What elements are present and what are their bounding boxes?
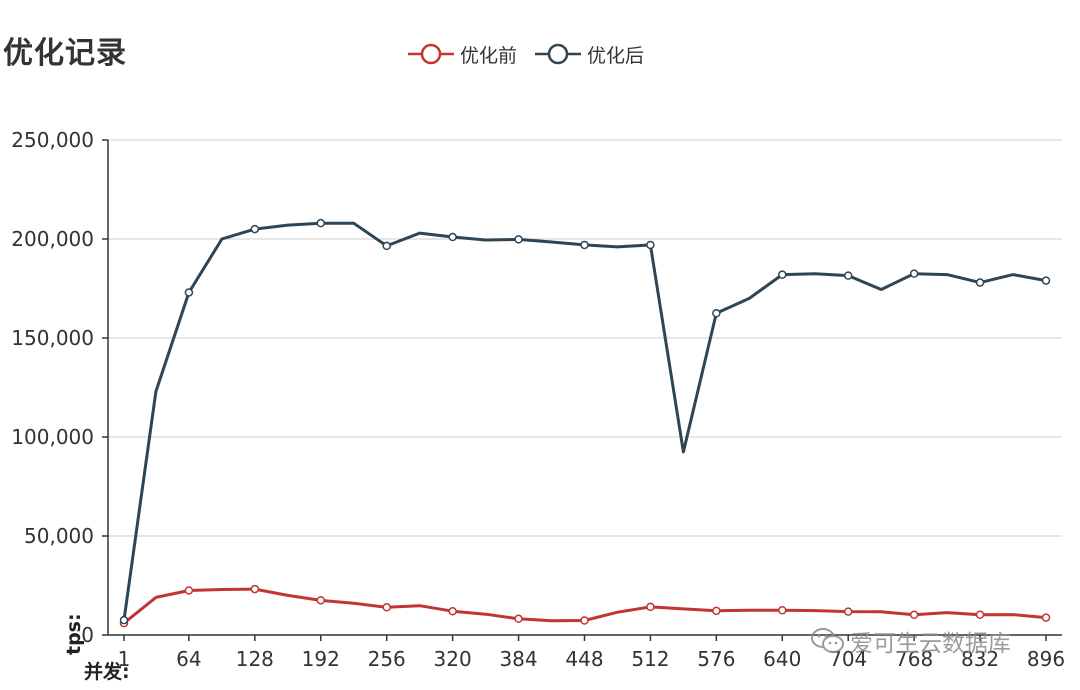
- x-tick-label: 832: [961, 647, 999, 671]
- data-point: [514, 614, 523, 624]
- data-point: [712, 606, 721, 616]
- legend-label-before: 优化前: [460, 44, 518, 67]
- data-point: [448, 606, 457, 616]
- data-point: [382, 603, 391, 612]
- data-point: [316, 596, 326, 605]
- x-axis-label: 并发:: [84, 660, 130, 683]
- data-point: [646, 240, 655, 250]
- y-axis-label: tps:: [63, 613, 85, 655]
- x-tick-label: 896: [1027, 647, 1065, 671]
- x-tick-label: 576: [697, 647, 735, 671]
- y-tick-label: 0: [81, 623, 94, 647]
- y-tick-label: 150,000: [11, 326, 94, 350]
- x-tick-label: 448: [565, 647, 603, 671]
- x-tick-label: 320: [434, 647, 472, 671]
- data-point: [843, 607, 853, 616]
- x-tick-label: 640: [763, 647, 801, 671]
- x-tick-label: 64: [176, 647, 201, 671]
- x-tick-label: 192: [302, 647, 340, 671]
- legend-line-circle-icon: [535, 43, 582, 65]
- data-point: [712, 309, 721, 318]
- axes: [102, 139, 1062, 641]
- y-tick-label: 200,000: [11, 227, 94, 251]
- data-point: [316, 218, 326, 228]
- data-point: [184, 288, 194, 297]
- data-point: [250, 224, 260, 234]
- watermark: 爱可生云数据库: [810, 624, 1011, 658]
- y-tick-label: 250,000: [11, 128, 94, 152]
- legend-item-before[interactable]: 优化前: [408, 41, 517, 68]
- y-tick-label: 100,000: [11, 425, 94, 449]
- data-point: [778, 270, 787, 279]
- data-point: [580, 240, 589, 250]
- x-tick-label: 256: [368, 647, 406, 671]
- y-tick-label: 50,000: [24, 524, 94, 548]
- watermark-text: 爱可生云数据库: [850, 631, 1011, 657]
- data-point: [250, 584, 260, 594]
- data-point: [514, 235, 523, 244]
- data-point: [909, 269, 919, 278]
- legend-line-circle-icon: [408, 43, 454, 65]
- data-point: [580, 616, 589, 625]
- legend-item-after[interactable]: 优化后: [535, 41, 644, 68]
- series-line-1: [122, 221, 1048, 622]
- data-point: [646, 602, 655, 612]
- x-tick-labels: 1 64 128 192 256 320 384 448 512 576 640 704 768 832 8…: [118, 647, 1065, 671]
- x-tick-label: 512: [631, 647, 669, 671]
- data-point: [975, 610, 985, 620]
- wechat-icon: [811, 628, 844, 653]
- data-point: [975, 278, 985, 287]
- series-group: [119, 218, 1051, 628]
- data-point: [119, 615, 129, 625]
- data-point: [382, 241, 391, 251]
- chart-title: 优化记录: [3, 36, 127, 71]
- x-tick-label: 768: [895, 647, 933, 671]
- data-point: [1041, 276, 1051, 285]
- data-point: [778, 606, 787, 615]
- grid-lines: [108, 139, 1062, 537]
- legend-label-after: 优化后: [587, 44, 645, 67]
- x-tick-label: 384: [499, 647, 537, 671]
- x-tick-label: 128: [236, 647, 274, 671]
- data-point: [1041, 613, 1051, 622]
- data-point: [909, 610, 919, 620]
- x-tick-label: 1: [118, 647, 131, 671]
- chart-legend: 优化前 优化后: [408, 40, 662, 68]
- data-point: [843, 271, 853, 280]
- data-point: [448, 232, 457, 242]
- data-point: [184, 586, 194, 595]
- y-tick-labels: 0 50,000 100,000 150,000 200,000 250,000: [11, 128, 94, 647]
